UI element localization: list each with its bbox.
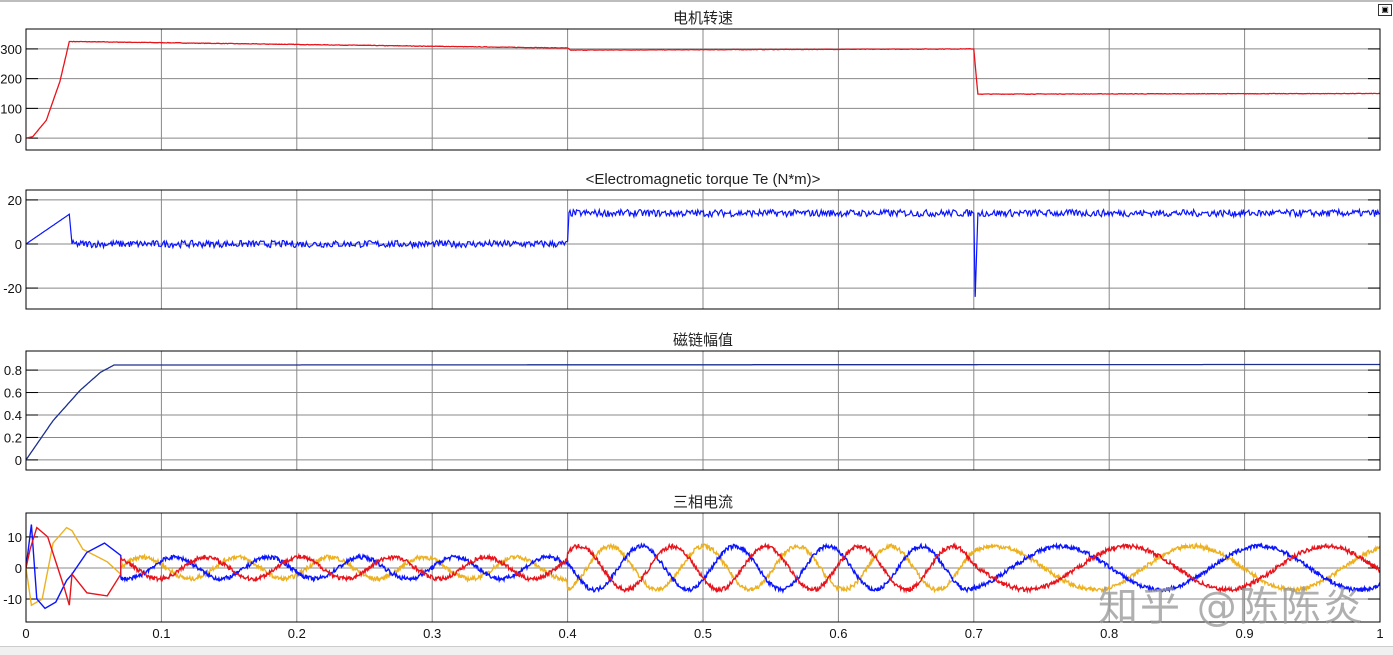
y-tick-label: 200 (0, 72, 22, 87)
horizontal-scrollbar[interactable] (0, 646, 1393, 655)
y-tick-label: 0 (15, 453, 22, 468)
y-tick-label: -20 (3, 281, 22, 296)
x-tick-label: 0.6 (829, 626, 847, 641)
x-tick-label: 0.2 (288, 626, 306, 641)
x-tick-label: 0.5 (694, 626, 712, 641)
subplot-title: 三相电流 (673, 494, 733, 511)
axes-box (25, 189, 1381, 310)
x-tick-label: 0.8 (1100, 626, 1118, 641)
y-tick-label: 10 (8, 530, 22, 545)
y-tick-label: 0 (15, 561, 22, 576)
x-tick-label: 0.9 (1236, 626, 1254, 641)
series-line-speed (26, 40, 1380, 139)
series-line-ib (26, 524, 1380, 610)
subplot-title: 磁链幅值 (673, 332, 733, 349)
y-tick-label: 0.8 (4, 363, 22, 378)
series-line-ia (26, 526, 1380, 607)
axes-box (25, 350, 1381, 471)
x-tick-label: 1 (1376, 626, 1383, 641)
watermark: 知乎 @陈陈炎 (1098, 584, 1365, 630)
subplot-1: 电机转速 0 100 200 300 (0, 10, 1381, 151)
x-tick-label: 0 (22, 626, 29, 641)
y-tick-label: -10 (3, 592, 22, 607)
x-tick-label: 0.3 (423, 626, 441, 641)
y-tick-label: 0.2 (4, 430, 22, 445)
x-tick-label: 0.4 (559, 626, 577, 641)
y-tick-label: 100 (0, 101, 22, 116)
subplot-title: 电机转速 (673, 10, 733, 27)
axes-box (25, 28, 1381, 151)
subplot-title: <Electromagnetic torque Te (N*m)> (586, 171, 821, 188)
series-line-flux (26, 363, 1380, 461)
y-tick-label: 0.4 (4, 408, 22, 423)
series-line-Te (26, 207, 1380, 297)
y-tick-label: 20 (8, 193, 22, 208)
restore-icon[interactable]: ▣ (1378, 4, 1392, 16)
y-tick-label: 300 (0, 42, 22, 57)
y-tick-label: 0 (15, 131, 22, 146)
series-line-ic (26, 526, 1380, 606)
window-top-border (0, 0, 1393, 2)
subplot-4: 三相电流 -10 0 10 0 0.1 0.2 0.3 0.4 0.5 0.6 0.7 0.8 0.9 1 (3, 494, 1383, 641)
x-tick-label: 0.7 (965, 626, 983, 641)
y-tick-label: 0.6 (4, 386, 22, 401)
y-tick-label: 0 (15, 237, 22, 252)
x-tick-label: 0.1 (152, 626, 170, 641)
subplot-3: 磁链幅值 0 0.2 0.4 0.6 0.8 (4, 332, 1381, 471)
subplot-2: <Electromagnetic torque Te (N*m)> -20 0 20 (3, 171, 1381, 310)
axes-box (25, 512, 1381, 623)
